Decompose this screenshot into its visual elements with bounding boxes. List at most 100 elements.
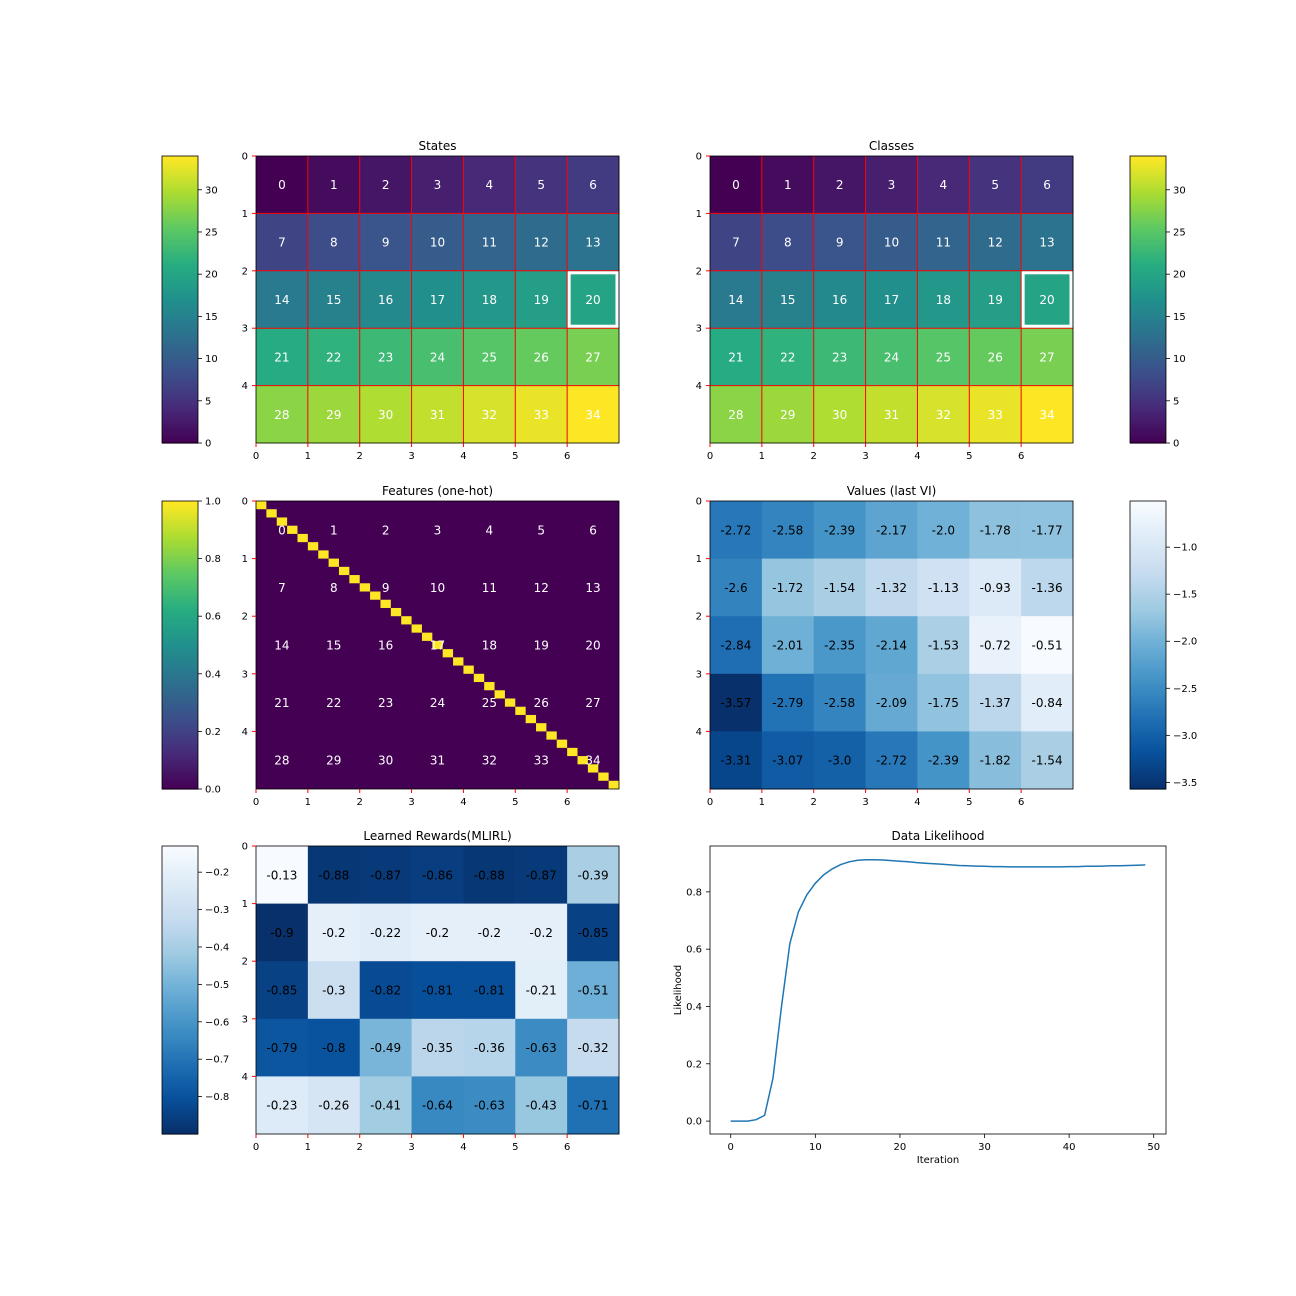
cell-label: -1.36: [1032, 581, 1063, 595]
cell-label: -0.13: [266, 868, 297, 882]
heatmap-cell: [969, 156, 1022, 214]
heatmap-cell: [1021, 501, 1074, 560]
colorbar-gradient-slice: [1130, 743, 1166, 747]
heatmap-cell: [515, 1018, 568, 1077]
cell-label: -1.54: [1032, 754, 1063, 768]
colorbar-gradient-slice: [1130, 772, 1166, 776]
heatmap-cell: [463, 903, 516, 962]
one-hot-cell: [370, 591, 381, 600]
colorbar-gradient-slice: [162, 769, 198, 773]
colorbar-gradient-slice: [162, 702, 198, 706]
colorbar-gradient-slice: [162, 163, 198, 167]
colorbar-gradient-slice: [162, 697, 198, 701]
colorbar-gradient-slice: [162, 616, 198, 620]
y-tick-label: 2: [696, 612, 702, 623]
colorbar-gradient-slice: [1130, 700, 1166, 704]
colorbar-gradient-slice: [162, 774, 198, 778]
colorbar-gradient-slice: [162, 421, 198, 425]
cell-label: 13: [585, 236, 600, 250]
cell-label: -0.81: [422, 984, 453, 998]
cell-label: 7: [278, 581, 286, 595]
colorbar-gradient-slice: [162, 544, 198, 548]
colorbar-gradient-slice: [162, 898, 198, 902]
colorbar-gradient-slice: [1130, 745, 1166, 749]
cell-label: 19: [988, 293, 1003, 307]
cell-label: 20: [585, 293, 600, 307]
y-tick-label: 3: [696, 324, 702, 335]
colorbar-gradient-slice: [162, 870, 198, 873]
heatmap-cell: [411, 385, 464, 444]
colorbar-gradient-slice: [1130, 539, 1166, 543]
colorbar-gradient-slice: [162, 179, 198, 183]
colorbar-gradient-slice: [162, 721, 198, 725]
cell-label: 31: [430, 754, 445, 768]
heatmap-cell: [865, 731, 918, 790]
cell-label: -0.2: [478, 926, 501, 940]
heatmap-cell: [256, 846, 309, 905]
colorbar-gradient-slice: [162, 908, 198, 912]
colorbar-gradient-slice: [162, 975, 198, 979]
colorbar-gradient-slice: [1130, 175, 1166, 179]
colorbar-gradient-slice: [162, 428, 198, 432]
colorbar-gradient-slice: [1130, 529, 1166, 533]
colorbar-gradient-slice: [162, 349, 198, 353]
one-hot-cell: [411, 624, 422, 633]
one-hot-cell: [432, 640, 443, 650]
colorbar-gradient-slice: [162, 649, 198, 653]
y-tick-label: 3: [242, 669, 248, 680]
colorbar-gradient-slice: [162, 263, 198, 267]
colorbar-gradient-slice: [162, 884, 198, 888]
colorbar-gradient-slice: [162, 522, 198, 526]
heatmap-cell: [710, 328, 763, 387]
colorbar-gradient-slice: [1130, 729, 1166, 732]
colorbar-gradient-slice: [162, 992, 198, 996]
colorbar-tick-label: 10: [1173, 354, 1186, 365]
colorbar-gradient-slice: [1130, 256, 1166, 260]
colorbar-gradient-slice: [162, 1054, 198, 1058]
cell-label: 17: [430, 639, 445, 653]
colorbar-gradient-slice: [162, 440, 198, 444]
one-hot-cell: [577, 756, 588, 765]
colorbar-gradient-slice: [162, 385, 198, 389]
cell-label: -2.84: [720, 639, 751, 653]
colorbar-gradient-slice: [1130, 304, 1166, 308]
colorbar-gradient-slice: [162, 1131, 198, 1135]
colorbar-gradient-slice: [162, 435, 198, 439]
cell-label: -0.86: [422, 868, 453, 882]
colorbar-gradient-slice: [162, 234, 198, 238]
colorbar-gradient-slice: [1130, 392, 1166, 396]
colorbar-gradient-slice: [1130, 690, 1166, 694]
cell-label: 3: [888, 178, 896, 192]
cell-label: -0.88: [318, 868, 349, 882]
cell-label: 31: [884, 408, 899, 422]
colorbar-gradient-slice: [162, 719, 198, 723]
colorbar-gradient-slice: [162, 1050, 198, 1053]
colorbar-gradient-slice: [162, 294, 198, 298]
colorbar-tick-label: 10: [205, 354, 218, 365]
heatmap-cell: [710, 213, 763, 272]
y-tick-label: 1: [242, 209, 248, 220]
colorbar-gradient-slice: [1130, 525, 1166, 528]
colorbar-gradient-slice: [1130, 676, 1166, 680]
heatmap-cell: [917, 501, 970, 560]
colorbar-tick-label: −0.5: [205, 980, 229, 991]
colorbar-gradient-slice: [162, 690, 198, 694]
heatmap-cell: [307, 328, 361, 387]
cell-label: 15: [780, 293, 795, 307]
colorbar-gradient-slice: [1130, 705, 1166, 708]
colorbar-gradient-slice: [162, 280, 198, 284]
cell-label: 8: [784, 236, 792, 250]
colorbar-gradient-slice: [1130, 215, 1166, 219]
colorbar-gradient-slice: [162, 1078, 198, 1082]
cell-label: 29: [326, 754, 341, 768]
cell-label: -2.39: [928, 754, 959, 768]
colorbar-gradient-slice: [162, 777, 198, 780]
colorbar-gradient-slice: [1130, 196, 1166, 200]
highlight-cell-frame: [1021, 271, 1073, 328]
colorbar-tick-label: −0.8: [205, 1092, 229, 1103]
colorbar-gradient-slice: [1130, 549, 1166, 552]
colorbar-gradient-slice: [162, 383, 198, 387]
colorbar-gradient-slice: [162, 556, 198, 560]
colorbar-gradient-slice: [1130, 182, 1166, 186]
colorbar-gradient-slice: [162, 508, 198, 512]
